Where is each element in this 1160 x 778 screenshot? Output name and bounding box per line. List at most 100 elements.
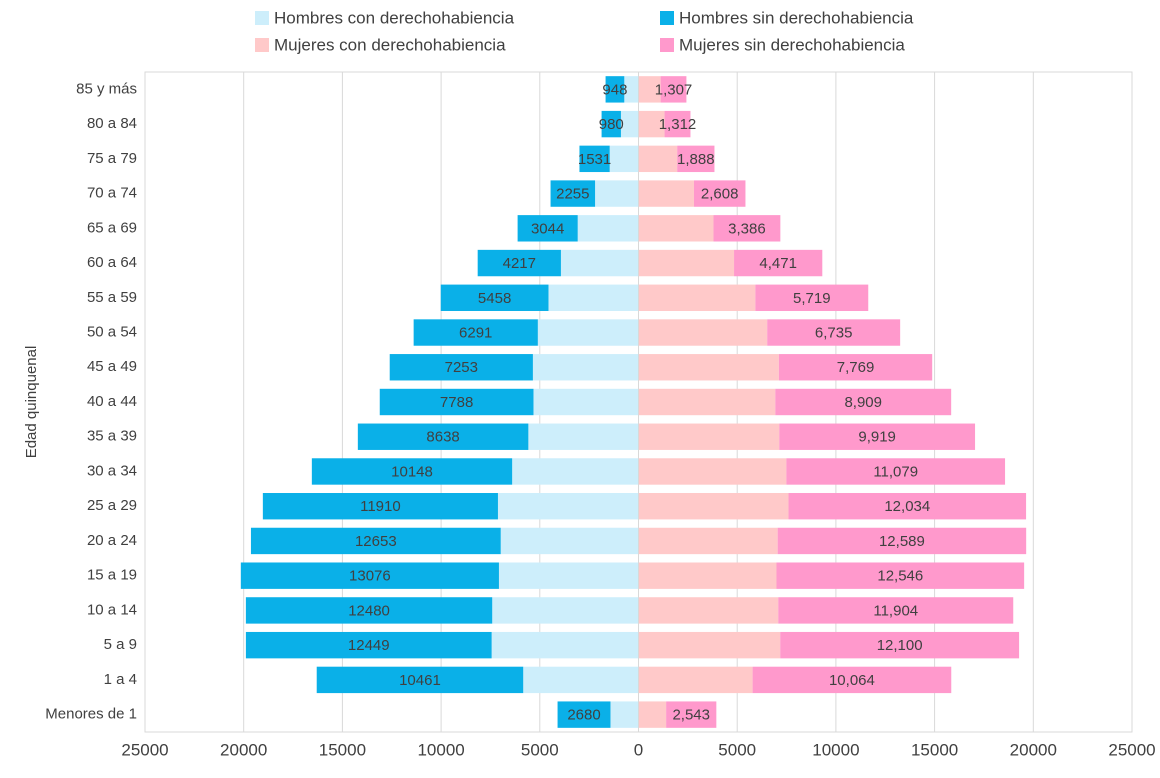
bar (777, 527, 1027, 555)
legend-swatch (660, 38, 674, 52)
legend-label: Mujeres sin derechohabiencia (679, 35, 905, 54)
y-tick-label: 75 a 79 (87, 150, 137, 167)
bar (638, 493, 789, 520)
bar (560, 249, 639, 277)
y-tick-label: 70 a 74 (87, 185, 137, 202)
bar (548, 284, 639, 311)
bar (638, 562, 777, 589)
data-label: 10461 (399, 672, 441, 689)
x-tick-label: 10000 (417, 740, 464, 759)
bar (550, 180, 596, 207)
bar (713, 215, 781, 242)
bar (609, 145, 639, 173)
bar (624, 76, 639, 103)
bar (316, 666, 524, 694)
bar (638, 666, 753, 694)
bar (780, 631, 1020, 659)
bar (638, 701, 667, 728)
data-label: 1,888 (677, 151, 715, 168)
data-label: 12653 (355, 533, 397, 550)
bar (311, 458, 513, 485)
legend-label: Mujeres con derechohabiencia (274, 35, 506, 54)
bar (533, 388, 639, 416)
y-tick-label: 25 a 29 (87, 497, 137, 514)
bar (752, 666, 952, 694)
data-label: 12480 (348, 602, 390, 619)
bar (498, 562, 639, 589)
data-label: 1,312 (659, 116, 697, 133)
y-tick-label: 1 a 4 (104, 671, 137, 688)
bar (638, 631, 781, 659)
bar (638, 249, 735, 277)
bar (776, 562, 1025, 589)
bar (240, 562, 499, 589)
x-tick-label: 25000 (1108, 740, 1155, 759)
y-tick-label: 65 a 69 (87, 219, 137, 236)
data-label: 13076 (349, 568, 391, 585)
legend-swatch (255, 38, 269, 52)
bar (605, 76, 625, 103)
bar (755, 284, 869, 311)
bar (638, 458, 787, 485)
bar (778, 597, 1014, 624)
data-label: 6291 (459, 324, 492, 341)
bar (413, 319, 538, 346)
bar (389, 354, 533, 381)
legend-label: Hombres con derechohabiencia (274, 8, 515, 27)
bar (677, 145, 715, 173)
bar (620, 110, 639, 138)
data-label: 1,307 (655, 81, 693, 98)
bar (638, 319, 768, 346)
data-label: 12,589 (879, 533, 925, 550)
y-tick-label: 80 a 84 (87, 115, 137, 132)
bar (734, 249, 823, 277)
bar (775, 388, 952, 416)
data-label: 2255 (556, 186, 589, 203)
x-tick-label: 5000 (521, 740, 559, 759)
bar (379, 388, 534, 416)
bar (779, 423, 976, 450)
data-label: 8,909 (844, 394, 882, 411)
y-tick-label: 60 a 64 (87, 254, 137, 271)
x-tick-label: 15000 (911, 740, 958, 759)
y-tick-label: 55 a 59 (87, 289, 137, 306)
y-tick-label: 5 a 9 (104, 636, 137, 653)
data-label: 6,735 (815, 324, 853, 341)
data-label: 2,543 (672, 707, 710, 724)
bar (537, 319, 639, 346)
x-tick-label: 20000 (1010, 740, 1057, 759)
bar (664, 110, 691, 138)
bar (595, 180, 639, 207)
y-tick-label: 40 a 44 (87, 393, 137, 410)
y-tick-label: 35 a 39 (87, 428, 137, 445)
bar (786, 458, 1006, 485)
y-tick-label: Menores de 1 (45, 706, 137, 723)
data-label: 12,100 (877, 637, 923, 654)
data-label: 4217 (503, 255, 536, 272)
bar (638, 597, 779, 624)
y-tick-label: 50 a 54 (87, 323, 137, 340)
bar (491, 631, 639, 659)
data-label: 10,064 (829, 672, 875, 689)
y-tick-label: 30 a 34 (87, 462, 137, 479)
data-label: 7788 (440, 394, 473, 411)
data-label: 7253 (445, 359, 478, 376)
data-label: 980 (599, 116, 624, 133)
data-label: 4,471 (759, 255, 797, 272)
y-tick-label: 20 a 24 (87, 532, 137, 549)
bar (601, 110, 621, 138)
legend-swatch (255, 11, 269, 25)
data-label: 8638 (426, 429, 459, 446)
bar (497, 493, 639, 520)
legend-swatch (660, 11, 674, 25)
bar (638, 215, 714, 242)
bar (638, 110, 665, 138)
data-label: 11,079 (873, 463, 918, 480)
y-tick-label: 45 a 49 (87, 358, 137, 375)
data-label: 10148 (391, 463, 433, 480)
data-label: 1531 (578, 151, 611, 168)
x-tick-label: 20000 (220, 740, 267, 759)
bar (512, 458, 639, 485)
bar (250, 527, 501, 555)
